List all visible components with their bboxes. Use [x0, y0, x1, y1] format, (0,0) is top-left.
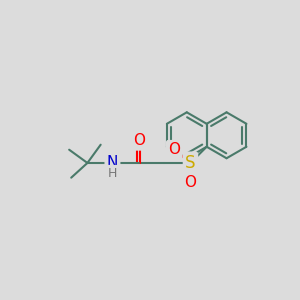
Text: S: S	[185, 154, 196, 172]
Text: O: O	[168, 142, 180, 157]
Text: O: O	[133, 134, 145, 148]
Text: O: O	[184, 175, 196, 190]
Text: H: H	[108, 167, 117, 180]
Text: N: N	[107, 155, 118, 170]
